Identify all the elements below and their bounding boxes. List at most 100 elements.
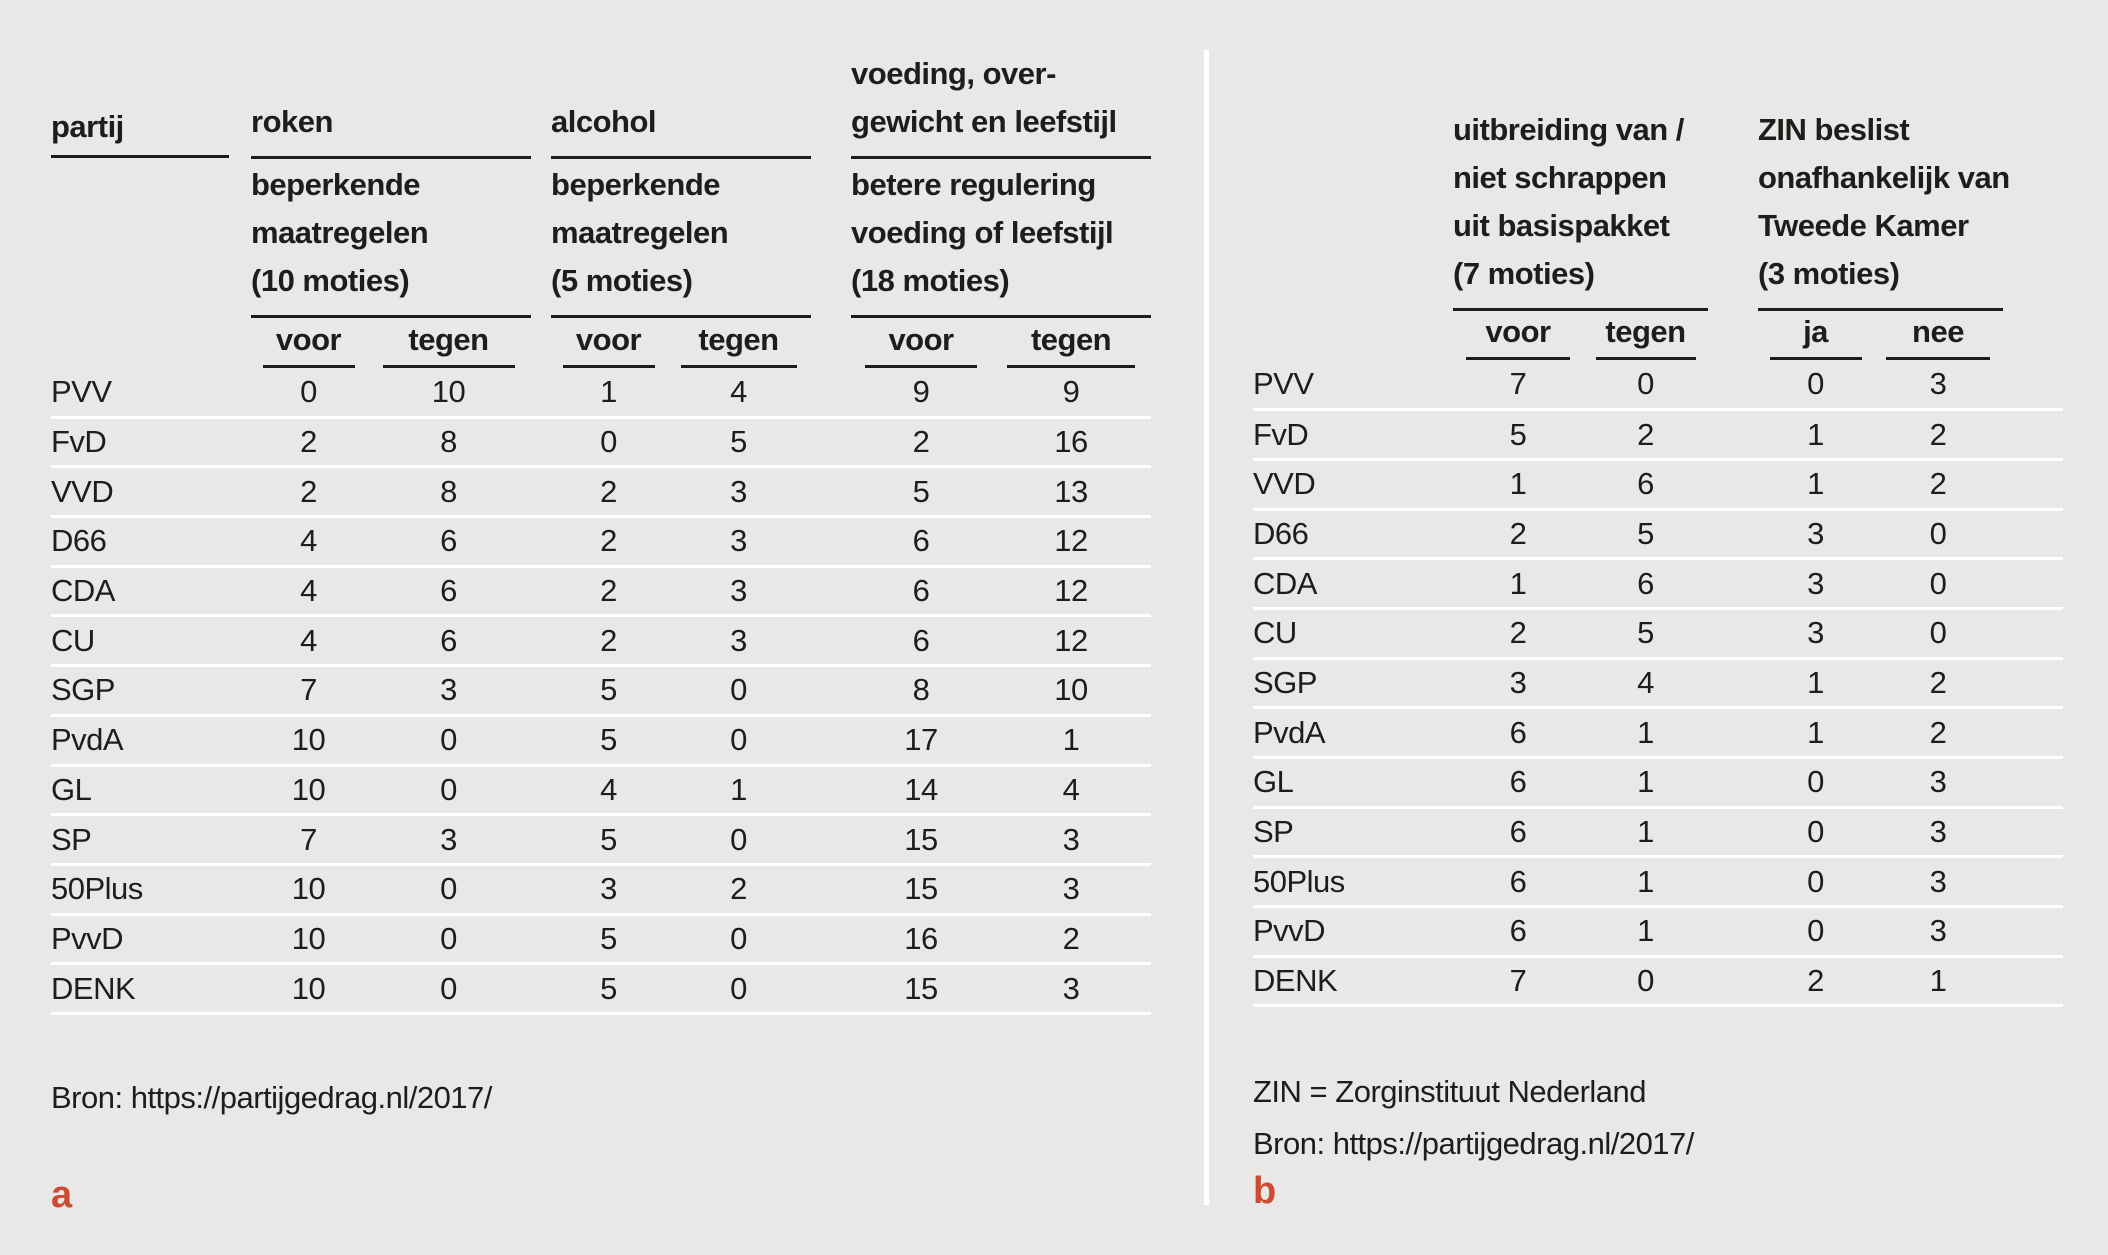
value-cell: 2 bbox=[666, 864, 812, 916]
value-cell: 10 bbox=[251, 963, 366, 1015]
tegen-column-header-alcohol: tegen bbox=[666, 317, 811, 368]
column-group-header-alcohol: alcohol bbox=[551, 50, 812, 159]
row-tail bbox=[2003, 757, 2064, 809]
value-cell: 6 bbox=[1453, 707, 1583, 759]
value-cell: 6 bbox=[1453, 856, 1583, 909]
value-cell: 5 bbox=[666, 417, 812, 469]
column-gap bbox=[811, 765, 852, 817]
value-cell: 9 bbox=[991, 367, 1152, 419]
empty-cell bbox=[1253, 309, 1453, 360]
value-cell: 1 bbox=[991, 715, 1152, 767]
value-cell: 7 bbox=[251, 665, 366, 717]
party-cell: D66 bbox=[1253, 509, 1453, 561]
column-gap bbox=[531, 914, 552, 966]
column-gap bbox=[1708, 906, 1758, 958]
table-row: CU 2 5 3 0 bbox=[1253, 608, 2064, 660]
value-cell: 0 bbox=[1583, 956, 1708, 1008]
value-cell: 6 bbox=[1453, 757, 1583, 809]
party-cell: GL bbox=[1253, 757, 1453, 809]
value-cell: 3 bbox=[1873, 757, 2004, 809]
column-gap bbox=[531, 367, 552, 419]
value-cell: 4 bbox=[991, 765, 1152, 817]
row-tail bbox=[2003, 956, 2064, 1008]
table-row: PvdA 6 1 1 2 bbox=[1253, 707, 2064, 759]
party-cell: D66 bbox=[51, 516, 251, 568]
row-tail bbox=[2003, 856, 2064, 909]
value-cell: 0 bbox=[666, 715, 812, 767]
column-gap bbox=[1708, 807, 1758, 859]
value-cell: 10 bbox=[251, 715, 366, 767]
table-row: CU 4 6 2 3 6 12 bbox=[51, 615, 1152, 668]
value-cell: 3 bbox=[666, 466, 812, 519]
row-tail bbox=[2003, 558, 2064, 610]
column-gap bbox=[811, 963, 852, 1015]
party-cell: CDA bbox=[1253, 558, 1453, 610]
value-cell: 0 bbox=[1758, 757, 1873, 809]
zin-footnote: ZIN = Zorginstituut Nederland bbox=[1253, 1074, 1647, 1109]
value-cell: 10 bbox=[251, 914, 366, 966]
column-gap bbox=[811, 466, 852, 519]
value-cell: 2 bbox=[1873, 409, 2004, 461]
voor-column-header-voeding: voor bbox=[851, 317, 991, 368]
value-cell: 2 bbox=[1583, 409, 1708, 461]
value-cell: 12 bbox=[991, 615, 1152, 668]
voor-column-header-basispakket: voor bbox=[1453, 309, 1583, 360]
value-cell: 15 bbox=[851, 864, 992, 916]
value-cell: 5 bbox=[551, 665, 667, 717]
value-cell: 4 bbox=[251, 566, 366, 618]
value-cell: 3 bbox=[991, 814, 1152, 866]
value-cell: 2 bbox=[551, 516, 667, 568]
value-cell: 7 bbox=[251, 814, 366, 866]
column-gap bbox=[811, 566, 852, 618]
value-cell: 6 bbox=[851, 516, 992, 568]
voor-tegen-header-row: voor tegen ja nee bbox=[1253, 309, 2063, 360]
column-gap bbox=[531, 864, 552, 916]
party-cell: 50Plus bbox=[51, 864, 251, 916]
value-cell: 1 bbox=[1583, 856, 1708, 909]
table-row: DENK 7 0 2 1 bbox=[1253, 956, 2064, 1008]
column-group-header-voeding: voeding, over- gewicht en leefstijl bbox=[851, 50, 1152, 159]
column-group-header-roken: roken bbox=[251, 50, 532, 159]
table-row: PVV 0 10 1 4 9 9 bbox=[51, 367, 1152, 419]
value-cell: 3 bbox=[666, 516, 812, 568]
value-cell: 15 bbox=[851, 814, 992, 866]
value-cell: 13 bbox=[991, 466, 1152, 519]
nee-column-header-zin: nee bbox=[1873, 309, 2003, 360]
column-gap bbox=[1708, 608, 1758, 660]
value-cell: 0 bbox=[1758, 856, 1873, 909]
table-row: VVD 1 6 1 2 bbox=[1253, 459, 2064, 511]
value-cell: 1 bbox=[1758, 707, 1873, 759]
empty-cell bbox=[51, 158, 251, 317]
voor-column-header-roken: voor bbox=[251, 317, 366, 368]
column-gap bbox=[531, 665, 552, 717]
value-cell: 3 bbox=[666, 615, 812, 668]
value-cell: 0 bbox=[551, 417, 667, 469]
column-gap bbox=[811, 50, 851, 158]
value-cell: 3 bbox=[1758, 608, 1873, 660]
value-cell: 0 bbox=[251, 367, 366, 419]
source-note-a: Bron: https://partijgedrag.nl/2017/ bbox=[51, 1080, 492, 1115]
value-cell: 0 bbox=[1758, 360, 1873, 412]
row-tail bbox=[2003, 360, 2064, 412]
value-cell: 0 bbox=[366, 765, 532, 817]
column-gap bbox=[531, 715, 552, 767]
value-cell: 4 bbox=[251, 615, 366, 668]
party-cell: SGP bbox=[1253, 658, 1453, 710]
row-tail bbox=[2003, 807, 2064, 859]
value-cell: 6 bbox=[1453, 807, 1583, 859]
value-cell: 3 bbox=[1453, 658, 1583, 710]
column-gap bbox=[1708, 409, 1758, 461]
value-cell: 3 bbox=[1758, 558, 1873, 610]
value-cell: 16 bbox=[851, 914, 992, 966]
value-cell: 6 bbox=[366, 615, 532, 668]
column-group-header-basispakket: uitbreiding van / niet schrappen uit bas… bbox=[1453, 50, 1708, 311]
value-cell: 10 bbox=[991, 665, 1152, 717]
value-cell: 10 bbox=[251, 864, 366, 916]
value-cell: 3 bbox=[1873, 360, 2004, 412]
party-cell: FvD bbox=[1253, 409, 1453, 461]
row-tail bbox=[2003, 459, 2064, 511]
value-cell: 5 bbox=[551, 814, 667, 866]
group-subtitle-row: beperkende maatregelen (10 moties) beper… bbox=[51, 157, 1152, 318]
party-cell: FvD bbox=[51, 417, 251, 469]
